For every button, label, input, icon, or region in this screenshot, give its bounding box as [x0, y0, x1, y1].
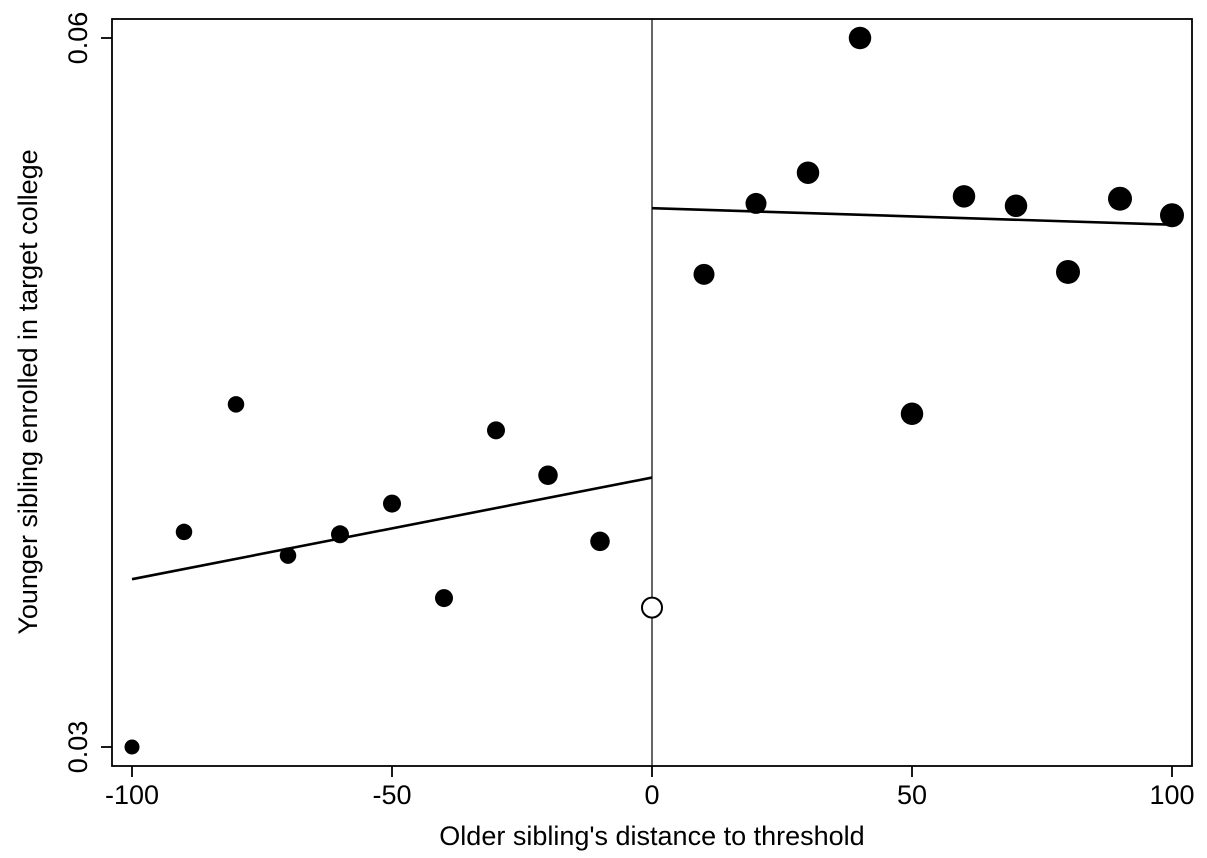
x-tick-label: 0 — [644, 780, 659, 810]
data-point — [124, 739, 140, 755]
data-point — [175, 523, 193, 541]
data-point — [435, 589, 453, 608]
data-point — [590, 531, 610, 552]
data-point — [1160, 203, 1184, 228]
x-tick-label: -50 — [372, 780, 411, 810]
data-point — [279, 547, 297, 564]
data-point — [1108, 186, 1132, 211]
hollow-data-point — [641, 596, 663, 619]
fit-line-right — [651, 206, 1173, 227]
data-point — [900, 402, 924, 426]
data-point — [796, 161, 820, 184]
y-axis: 0.03 0.06 — [63, 12, 112, 774]
data-point — [745, 192, 767, 214]
data-point — [331, 525, 349, 544]
y-tick-label: 0.03 — [63, 721, 93, 774]
x-tick-label: 100 — [1149, 780, 1194, 810]
x-tick-label: 50 — [897, 780, 927, 810]
x-axis-title: Older sibling's distance to threshold — [439, 821, 864, 851]
y-axis-title: Younger sibling enrolled in target colle… — [13, 149, 43, 634]
fit-lines — [131, 206, 1173, 581]
data-point — [693, 263, 715, 285]
x-axis: -100 -50 0 50 100 — [105, 766, 1195, 810]
x-tick-label: -100 — [105, 780, 159, 810]
data-point — [952, 185, 976, 208]
data-point — [383, 494, 401, 513]
data-point — [487, 421, 505, 440]
data-point — [1004, 194, 1028, 218]
hollow-points — [641, 596, 663, 619]
y-tick-label: 0.06 — [63, 12, 93, 65]
data-point — [848, 26, 872, 50]
data-point — [227, 396, 245, 413]
fit-line-left — [131, 476, 653, 581]
data-points — [124, 26, 1184, 755]
data-point — [1056, 259, 1080, 284]
data-point — [538, 465, 558, 485]
